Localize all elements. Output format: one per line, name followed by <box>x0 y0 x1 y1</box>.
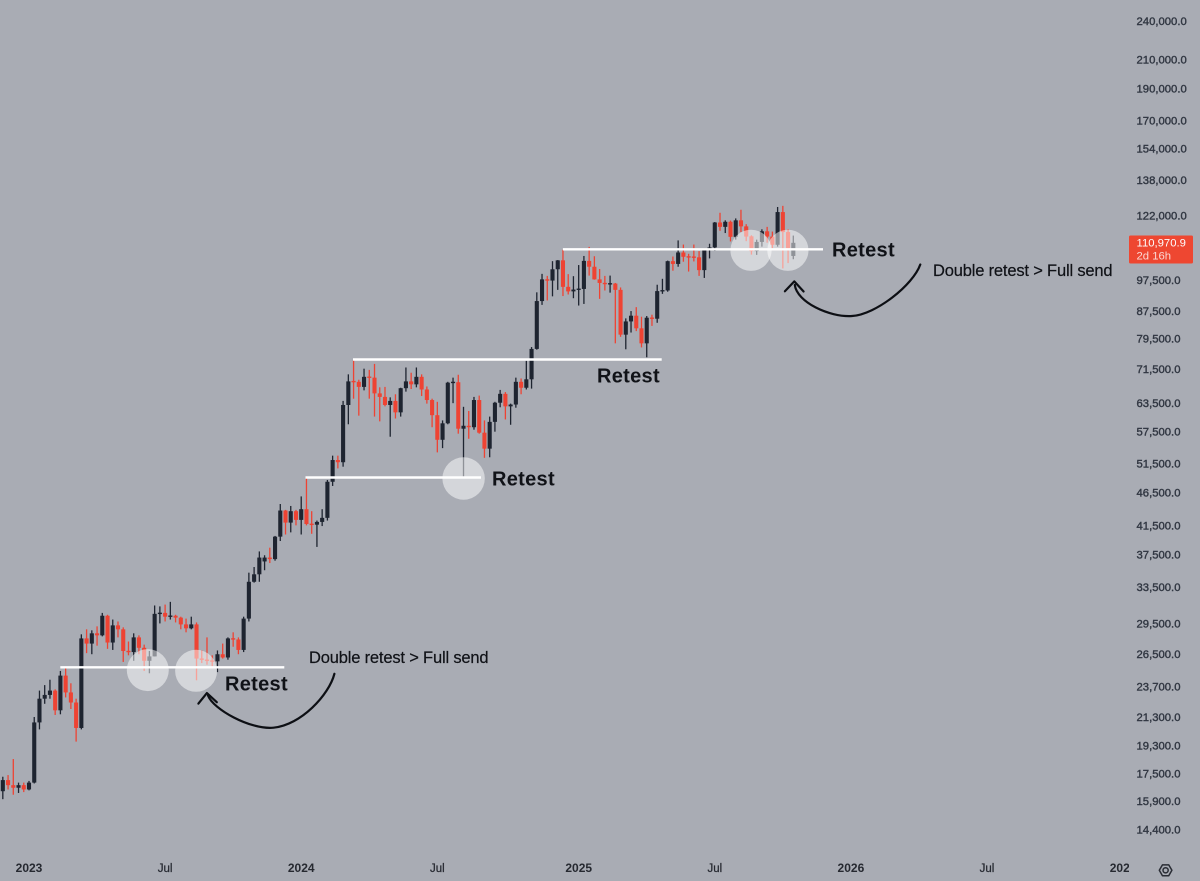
svg-text:37,500.0: 37,500.0 <box>1137 550 1181 562</box>
svg-text:2027: 2027 <box>1110 861 1137 875</box>
svg-text:21,300.0: 21,300.0 <box>1137 712 1181 724</box>
svg-text:170,000.0: 170,000.0 <box>1137 115 1187 127</box>
svg-text:17,500.0: 17,500.0 <box>1137 768 1181 780</box>
svg-text:154,000.0: 154,000.0 <box>1137 144 1187 156</box>
svg-text:14,400.0: 14,400.0 <box>1137 824 1181 836</box>
svg-text:240,000.0: 240,000.0 <box>1137 16 1187 28</box>
svg-text:41,500.0: 41,500.0 <box>1137 520 1181 532</box>
svg-text:Retest: Retest <box>597 366 660 388</box>
svg-text:79,500.0: 79,500.0 <box>1137 334 1181 346</box>
svg-text:23,700.0: 23,700.0 <box>1137 681 1181 693</box>
svg-text:2d 16h: 2d 16h <box>1137 250 1172 262</box>
svg-text:57,500.0: 57,500.0 <box>1137 427 1181 439</box>
svg-text:Jul: Jul <box>980 863 995 875</box>
svg-text:2025: 2025 <box>565 861 592 875</box>
svg-text:2023: 2023 <box>16 861 43 875</box>
svg-text:26,500.0: 26,500.0 <box>1137 649 1181 661</box>
svg-text:46,500.0: 46,500.0 <box>1137 488 1181 500</box>
svg-text:Double retest > Full send: Double retest > Full send <box>309 649 488 667</box>
svg-text:63,500.0: 63,500.0 <box>1137 398 1181 410</box>
svg-text:33,500.0: 33,500.0 <box>1137 582 1181 594</box>
svg-text:Jul: Jul <box>430 863 445 875</box>
svg-text:15,900.0: 15,900.0 <box>1137 796 1181 808</box>
svg-text:Jul: Jul <box>158 863 173 875</box>
svg-text:Retest: Retest <box>492 469 555 491</box>
svg-text:Retest: Retest <box>832 240 895 262</box>
svg-text:87,500.0: 87,500.0 <box>1137 306 1181 318</box>
svg-text:Double retest > Full send: Double retest > Full send <box>933 262 1112 280</box>
svg-text:2026: 2026 <box>838 861 865 875</box>
svg-text:19,300.0: 19,300.0 <box>1137 740 1181 752</box>
svg-text:110,970.9: 110,970.9 <box>1137 238 1186 250</box>
svg-text:51,500.0: 51,500.0 <box>1137 458 1181 470</box>
svg-text:97,500.0: 97,500.0 <box>1137 275 1181 287</box>
svg-text:2024: 2024 <box>288 861 315 875</box>
svg-text:29,500.0: 29,500.0 <box>1137 618 1181 630</box>
svg-text:138,000.0: 138,000.0 <box>1137 175 1187 187</box>
svg-text:Jul: Jul <box>707 863 722 875</box>
svg-text:122,000.0: 122,000.0 <box>1137 211 1187 223</box>
svg-text:210,000.0: 210,000.0 <box>1137 55 1187 67</box>
svg-text:71,500.0: 71,500.0 <box>1137 364 1181 376</box>
svg-text:190,000.0: 190,000.0 <box>1137 83 1187 95</box>
svg-text:Retest: Retest <box>225 674 288 696</box>
